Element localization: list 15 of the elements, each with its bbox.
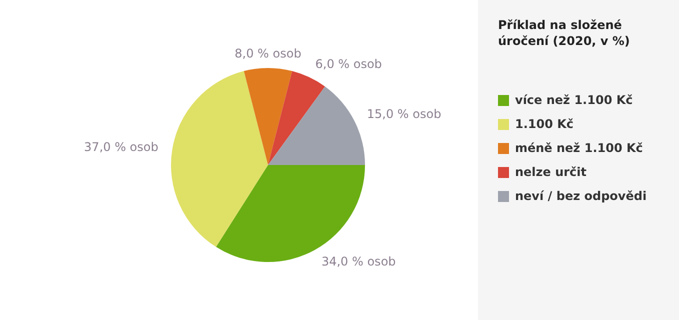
data-label: 37,0 % osob [84, 140, 158, 154]
data-label: 15,0 % osob [366, 106, 442, 121]
pie-slice [268, 71, 326, 165]
data-label: 34,0 % osob [321, 254, 396, 269]
pie-slice [244, 68, 292, 165]
data-label: 6,0 % osob [315, 56, 382, 71]
legend-label: 1.100 Kč [515, 117, 574, 131]
data-label: 8,0 % osob [234, 46, 302, 60]
legend-label: více než 1.100 Kč [515, 93, 633, 107]
legend-label: méně než 1.100 Kč [515, 141, 643, 155]
legend-label: neví / bez odpovědi [515, 189, 647, 203]
legend-label: nelze určit [515, 165, 587, 179]
pie-slice [171, 71, 268, 247]
text: Příklad na složené úročení (2020, v %) [498, 17, 631, 49]
pie-slice [268, 86, 365, 165]
